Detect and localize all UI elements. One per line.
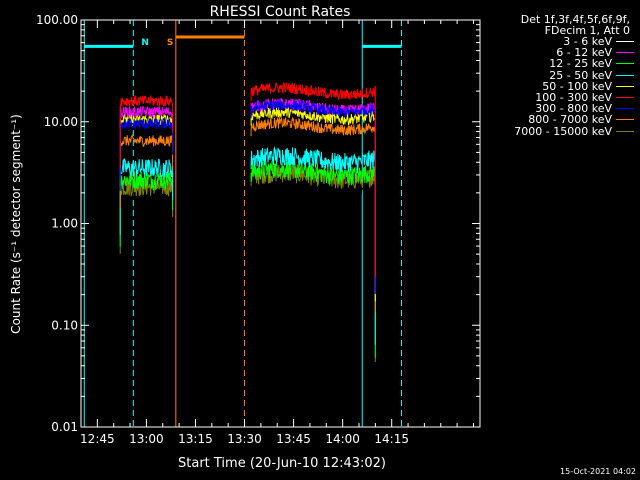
legend-header-line-1: Det 1f,3f,4f,5f,6f,9f, [520, 13, 630, 26]
x-tick-label: 14:00 [325, 432, 360, 446]
legend-entry: 12 - 25 keV [478, 58, 638, 69]
legend-swatch [616, 52, 634, 54]
legend-entry: 7000 - 15000 keV [478, 126, 638, 137]
legend-entries: 3 - 6 keV 6 - 12 keV 12 - 25 keV 25 - 50 ke… [478, 36, 638, 137]
series-line-4 [250, 106, 376, 302]
legend-swatch [616, 63, 634, 65]
legend-label: 7000 - 15000 keV [514, 124, 612, 138]
legend-header-line-2: FDecim 1, Att 0 [544, 24, 630, 37]
series-line-3 [250, 146, 376, 345]
legend-swatch [616, 96, 634, 98]
y-tick-label: 0.01 [51, 420, 78, 434]
x-axis-label: Start Time (20-Jun-10 12:43:02) [178, 456, 386, 471]
legend-swatch [616, 130, 634, 132]
series-line-8 [250, 164, 376, 362]
legend-label: 800 - 7000 keV [528, 113, 612, 127]
legend-swatch [616, 41, 634, 42]
series-line-6 [250, 99, 376, 295]
x-tick-label: 14:15 [374, 432, 409, 446]
x-tick-label: 13:30 [227, 432, 262, 446]
x-tick-label: 13:45 [276, 432, 311, 446]
series-group [119, 81, 376, 371]
legend-entry: 100 - 300 keV [478, 92, 638, 103]
series-line-3 [119, 157, 174, 235]
x-tick-label: 12:45 [80, 432, 115, 446]
y-axis-label: Count Rate (s⁻¹ detector segment⁻¹) [9, 114, 23, 334]
series-line-7 [250, 116, 376, 312]
series-line-5 [250, 81, 376, 277]
y-tick-label: 0.10 [51, 318, 78, 332]
legend: Det 1f,3f,4f,5f,6f,9f, FDecim 1, Att 0 3… [478, 14, 638, 137]
series-line-2 [119, 170, 174, 247]
plot-frame [80, 19, 481, 428]
series-line-0 [119, 185, 174, 262]
legend-entry: 800 - 7000 keV [478, 114, 638, 125]
legend-entry: 6 - 12 keV [478, 47, 638, 58]
legend-label: 12 - 25 keV [549, 57, 612, 71]
legend-entry: 3 - 6 keV [478, 36, 638, 47]
legend-label: 50 - 100 keV [542, 79, 612, 93]
legend-swatch [616, 74, 634, 76]
flag-label: N [141, 38, 149, 48]
legend-label: 100 - 300 keV [535, 90, 612, 104]
series-line-8 [119, 177, 174, 254]
legend-label: 6 - 12 keV [556, 46, 612, 60]
y-tick-label: 10.00 [44, 115, 78, 129]
series-line-5 [119, 95, 174, 168]
chart-title: RHESSI Count Rates [210, 4, 351, 20]
legend-label: 300 - 800 keV [535, 102, 612, 116]
y-tick-label: 1.00 [51, 217, 78, 231]
x-tick-label: 13:15 [178, 432, 213, 446]
x-tick-label: 13:00 [129, 432, 164, 446]
flag-label: S [167, 38, 173, 48]
legend-swatch [616, 108, 634, 110]
legend-label: 3 - 6 keV [563, 35, 612, 48]
axes: 12:45 13:00 13:15 13:30 13:45 14:00 14:15 100.0… [36, 13, 480, 446]
legend-swatch [616, 119, 634, 121]
legend-label: 25 - 50 keV [549, 68, 612, 82]
timestamp: 15-Oct-2021 04:02 [560, 467, 636, 476]
legend-entry: 50 - 100 keV [478, 81, 638, 92]
series-line-7 [119, 133, 174, 208]
series-line-2 [250, 159, 376, 358]
series-line-6 [119, 117, 174, 191]
series-line-0 [250, 172, 376, 371]
legend-entry: 25 - 50 keV [478, 70, 638, 81]
y-tick-label: 100.00 [36, 13, 78, 27]
series-line-1 [119, 105, 174, 179]
legend-entry: 300 - 800 keV [478, 103, 638, 114]
legend-swatch [616, 85, 634, 87]
